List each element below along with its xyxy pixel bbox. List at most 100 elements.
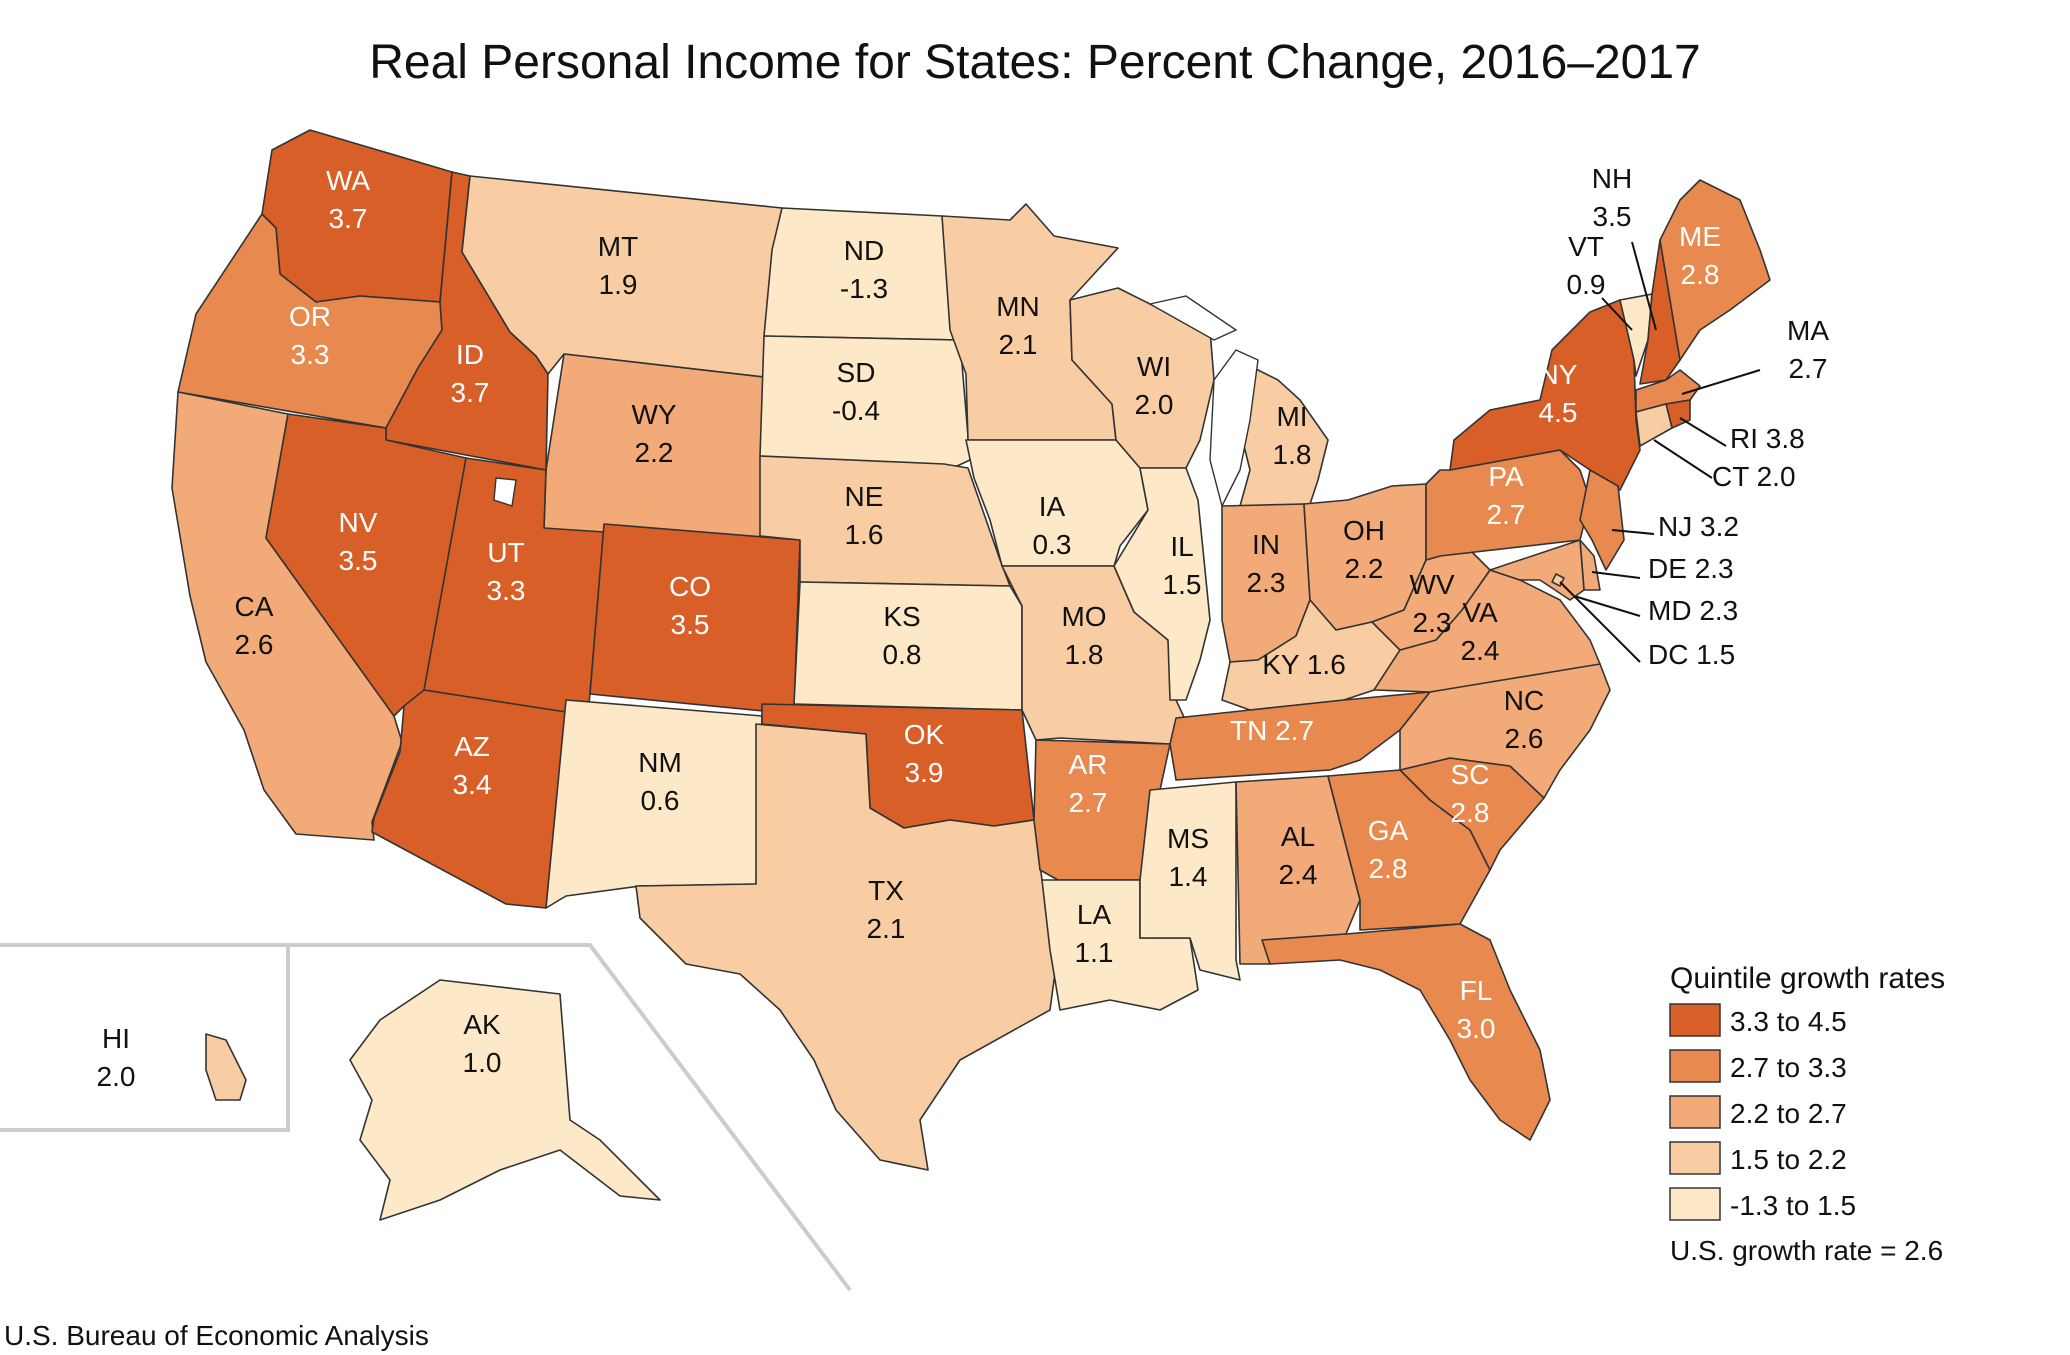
state-MI[interactable] <box>1239 365 1329 507</box>
state-abbr: DE <box>1648 553 1695 584</box>
state-value: 2.0 <box>1135 389 1174 420</box>
legend-label-2: 2.2 to 2.7 <box>1730 1098 1847 1129</box>
state-IL[interactable] <box>1113 467 1211 701</box>
state-label-SC: SC 2.8 <box>1451 759 1490 828</box>
state-value: -1.3 <box>840 273 888 304</box>
state-value: 2.7 <box>1789 353 1828 384</box>
state-value: 2.7 <box>1487 499 1526 530</box>
state-abbr: OK <box>904 719 945 750</box>
state-value: 2.6 <box>1505 723 1544 754</box>
state-label-DC: DC 1.5 <box>1648 639 1735 670</box>
state-value: 0.8 <box>883 639 922 670</box>
state-label-MO: MO 1.8 <box>1061 601 1106 670</box>
legend-label-3: 1.5 to 2.2 <box>1730 1144 1847 1175</box>
state-label-KY: KY 1.6 <box>1262 649 1346 680</box>
state-ME[interactable] <box>1659 179 1771 361</box>
great-lakes <box>493 295 1259 508</box>
state-label-AZ: AZ 3.4 <box>453 731 492 800</box>
state-abbr: ID <box>456 339 484 370</box>
state-abbr: UT <box>487 537 524 568</box>
state-abbr: IL <box>1170 531 1193 562</box>
state-value: 2.6 <box>235 629 274 660</box>
state-MS[interactable] <box>1139 781 1241 981</box>
state-label-ME: ME 2.8 <box>1679 221 1721 290</box>
state-abbr: OH <box>1343 515 1385 546</box>
state-abbr: TX <box>868 875 904 906</box>
state-abbr: HI <box>102 1023 130 1054</box>
state-value: 3.8 <box>1766 423 1805 454</box>
state-value: 2.1 <box>999 329 1038 360</box>
state-label-TX: TX 2.1 <box>867 875 906 944</box>
state-abbr: LA <box>1077 899 1112 930</box>
state-value: 1.5 <box>1696 639 1735 670</box>
state-label-CO: CO 3.5 <box>669 571 711 640</box>
state-value: 2.2 <box>1345 553 1384 584</box>
state-abbr: MN <box>996 291 1040 322</box>
state-label-IN: IN 2.3 <box>1247 529 1286 598</box>
state-abbr: ME <box>1679 221 1721 252</box>
state-value: 1.8 <box>1273 439 1312 470</box>
state-value: 1.6 <box>845 519 884 550</box>
state-value: 1.1 <box>1075 937 1114 968</box>
state-abbr: CA <box>235 591 274 622</box>
state-abbr: MI <box>1276 401 1307 432</box>
state-value: 2.0 <box>1757 461 1796 492</box>
state-value: 1.4 <box>1169 861 1208 892</box>
state-label-CA: CA 2.6 <box>235 591 274 660</box>
state-label-SD: SD -0.4 <box>832 357 880 426</box>
legend-swatch-4 <box>1669 1187 1721 1221</box>
state-FL[interactable] <box>1261 923 1551 1141</box>
state-value: 3.7 <box>451 377 490 408</box>
state-label-WV: WV 2.3 <box>1409 569 1454 638</box>
state-value: 2.3 <box>1247 567 1286 598</box>
state-label-PA: PA 2.7 <box>1487 461 1526 530</box>
state-label-OK: OK 3.9 <box>904 719 945 788</box>
state-abbr: VA <box>1462 597 1498 628</box>
us-growth-rate: U.S. growth rate = 2.6 <box>1670 1235 1943 1266</box>
state-label-NM: NM 0.6 <box>638 747 682 816</box>
state-value: 4.5 <box>1539 397 1578 428</box>
state-WI[interactable] <box>1069 287 1215 469</box>
state-value: 3.3 <box>291 339 330 370</box>
state-value: 2.8 <box>1681 259 1720 290</box>
state-value: 1.9 <box>599 269 638 300</box>
state-label-NE: NE 1.6 <box>845 481 884 550</box>
state-abbr: NJ <box>1658 511 1700 542</box>
state-label-VT: VT 0.9 <box>1567 231 1606 300</box>
state-TN[interactable] <box>1169 691 1431 781</box>
state-value: 2.8 <box>1451 797 1490 828</box>
state-AK[interactable] <box>349 979 661 1221</box>
state-abbr: NY <box>1539 359 1578 390</box>
state-HI[interactable] <box>205 1033 247 1101</box>
state-value: 3.4 <box>453 769 492 800</box>
state-label-MN: MN 2.1 <box>996 291 1040 360</box>
state-NJ[interactable] <box>1579 469 1625 571</box>
state-PA[interactable] <box>1425 449 1591 561</box>
state-value: 2.8 <box>1369 853 1408 884</box>
state-value: 1.6 <box>1307 649 1346 680</box>
state-value: 0.3 <box>1033 529 1072 560</box>
state-label-OH: OH 2.2 <box>1343 515 1385 584</box>
state-abbr: AL <box>1281 821 1315 852</box>
state-CT[interactable] <box>1635 403 1673 447</box>
state-value: 2.1 <box>867 913 906 944</box>
state-abbr: WV <box>1409 569 1454 600</box>
state-abbr: AK <box>463 1009 501 1040</box>
state-value: 0.6 <box>641 785 680 816</box>
state-value: 1.8 <box>1065 639 1104 670</box>
state-TX[interactable] <box>635 723 1059 1171</box>
state-label-AR: AR 2.7 <box>1069 749 1108 818</box>
state-value: -0.4 <box>832 395 880 426</box>
state-label-MS: MS 1.4 <box>1167 823 1209 892</box>
state-abbr: DC <box>1648 639 1696 670</box>
state-abbr: PA <box>1488 461 1524 492</box>
state-abbr: FL <box>1460 975 1493 1006</box>
state-abbr: WY <box>631 399 676 430</box>
legend-label-4: -1.3 to 1.5 <box>1730 1190 1856 1221</box>
state-label-GA: GA 2.8 <box>1368 815 1409 884</box>
state-label-IL: IL 1.5 <box>1163 531 1202 600</box>
state-label-AK: AK 1.0 <box>463 1009 502 1078</box>
state-abbr: AZ <box>454 731 490 762</box>
state-abbr: SC <box>1451 759 1490 790</box>
